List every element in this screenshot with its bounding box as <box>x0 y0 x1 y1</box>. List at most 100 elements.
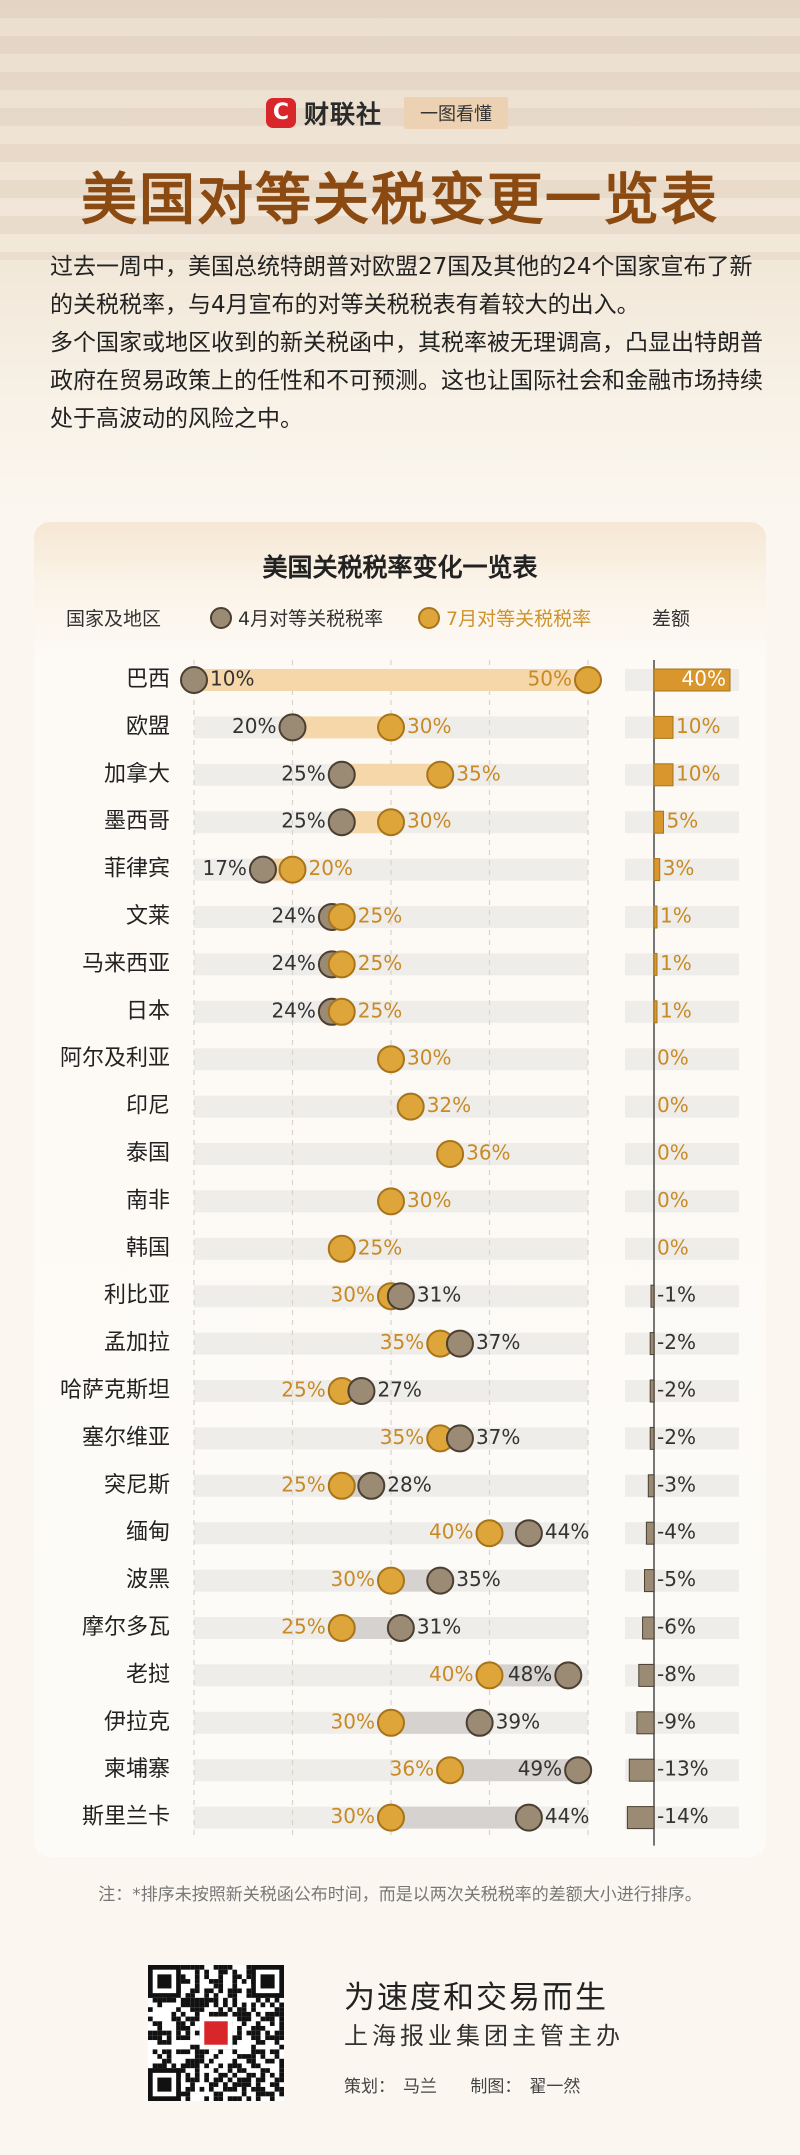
april-value-label: 24% <box>271 998 315 1022</box>
brand-tag: 一图看懂 <box>404 97 509 129</box>
qr-module <box>260 2049 266 2055</box>
chart-legend: 国家及地区 4月对等关税税率 7月对等关税税率 差额 <box>0 604 800 634</box>
july-value-label: 25% <box>281 1378 325 1402</box>
qr-module <box>218 1974 224 1980</box>
qr-module <box>232 1988 238 1994</box>
july-dot <box>377 713 405 742</box>
qr-module <box>194 2049 200 2055</box>
qr-module <box>204 1997 209 2003</box>
qr-module <box>190 2021 195 2026</box>
diff-value-label: 3% <box>663 856 695 880</box>
qr-module <box>213 2054 219 2059</box>
qr-module <box>204 2002 209 2008</box>
diff-value-label: 1% <box>660 951 692 975</box>
diff-value-label: -14% <box>657 1804 709 1828</box>
july-value-label: 35% <box>456 761 500 785</box>
page-title: 美国对等关税变更一览表 <box>81 168 719 233</box>
april-value-label: 39% <box>496 1709 540 1733</box>
july-value-label: 36% <box>466 1141 510 1165</box>
qr-module <box>185 1997 191 2003</box>
qr-module <box>166 2049 172 2055</box>
qr-module <box>223 2011 228 2017</box>
april-value-label: 44% <box>545 1804 589 1828</box>
april-dot <box>347 1377 376 1405</box>
country-column-header: 国家及地区 <box>66 604 161 631</box>
april-value-label: 35% <box>456 1567 500 1591</box>
qr-module <box>194 1965 200 1970</box>
july-dot <box>436 1140 465 1168</box>
qr-module <box>194 1983 200 1989</box>
qr-module <box>246 2096 252 2101</box>
qr-module <box>199 2002 205 2008</box>
country-label: 缅甸 <box>126 1520 170 1545</box>
qr-module <box>279 2091 284 2097</box>
qr-module <box>190 1997 195 2003</box>
qr-module <box>208 2058 214 2064</box>
qr-module <box>241 1979 247 1984</box>
qr-module <box>218 2077 224 2083</box>
footnote: 注：*排序未按照新关税函公布时间，而是以两次关税税率的差额大小进行排序。 <box>98 1885 702 1905</box>
qr-module <box>255 2030 261 2036</box>
qr-module <box>166 2035 172 2041</box>
qr-module <box>180 2002 186 2008</box>
july-dot <box>327 903 356 931</box>
qr-module <box>157 2030 163 2036</box>
qr-module <box>269 2091 275 2097</box>
qr-module <box>274 2030 280 2036</box>
qr-module <box>223 2086 228 2092</box>
qr-module <box>204 1993 209 1998</box>
qr-module <box>269 2049 275 2055</box>
qr-module <box>223 2002 228 2008</box>
qr-module <box>232 2086 238 2092</box>
qr-module <box>232 2035 238 2041</box>
diff-value-label: -9% <box>657 1709 696 1733</box>
qr-module <box>241 2091 247 2097</box>
diff-bar <box>644 1569 655 1593</box>
qr-module <box>279 2011 284 2017</box>
qr-module <box>237 2096 242 2101</box>
qr-module <box>185 1979 191 1984</box>
qr-module <box>185 2035 191 2041</box>
qr-module <box>190 1993 195 1998</box>
qr-module <box>199 2054 205 2059</box>
qr-module <box>213 2096 219 2101</box>
qr-module <box>218 2011 224 2017</box>
qr-module <box>223 2072 228 2078</box>
qr-module <box>218 2072 224 2078</box>
april-value-label: 25% <box>281 809 325 833</box>
qr-module <box>190 2002 195 2008</box>
qr-module <box>176 2016 181 2022</box>
qr-module <box>213 1983 219 1989</box>
qr-module <box>218 2096 224 2101</box>
legend-july: 7月对等关税税率 <box>418 604 591 631</box>
diff-value-label: 0% <box>657 1093 689 1117</box>
qr-module <box>213 2068 219 2073</box>
qr-module <box>166 2040 172 2045</box>
qr-module <box>176 2021 181 2026</box>
july-dot <box>475 1519 504 1548</box>
qr-module <box>255 2049 261 2055</box>
qr-module <box>157 2002 163 2008</box>
country-label: 突尼斯 <box>104 1473 170 1498</box>
diff-bar <box>653 715 674 739</box>
april-value-label: 24% <box>271 951 315 975</box>
change-band <box>489 1664 569 1687</box>
qr-module <box>204 2049 209 2055</box>
july-dot <box>426 760 455 789</box>
july-value-label: 30% <box>407 809 451 833</box>
april-value-label: 44% <box>545 1520 589 1544</box>
qr-module <box>199 1997 205 2003</box>
qr-module <box>237 2011 242 2017</box>
qr-module <box>251 2049 256 2055</box>
qr-module <box>166 2058 172 2064</box>
qr-module <box>194 2016 200 2022</box>
diff-value-label: -2% <box>657 1378 696 1402</box>
diff-value-label: -5% <box>657 1567 696 1591</box>
legend-april-label: 4月对等关税税率 <box>238 608 384 630</box>
qr-module <box>185 1965 191 1970</box>
country-label: 柬埔寨 <box>104 1757 170 1782</box>
brand-name: 财联社 <box>304 100 383 129</box>
qr-module <box>237 2025 242 2031</box>
qr-module <box>190 2016 195 2022</box>
diff-bar <box>650 1284 655 1308</box>
